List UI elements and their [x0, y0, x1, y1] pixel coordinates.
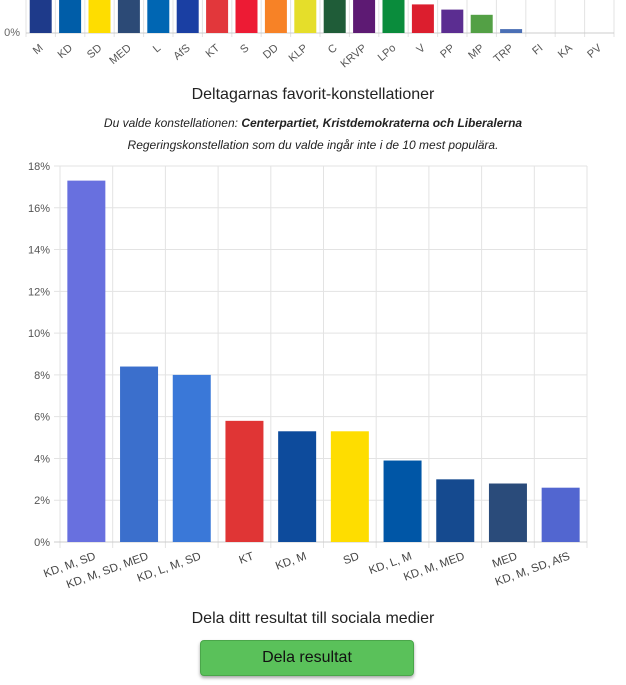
top-chart-tick-label: PP: [438, 42, 457, 61]
y-tick-label: 2%: [34, 495, 50, 507]
share-result-button[interactable]: Dela resultat: [200, 640, 414, 676]
top-chart-bar: [382, 0, 405, 33]
bar: [541, 487, 580, 542]
top-chart-tick-label: S: [238, 42, 251, 56]
y-tick-label: 12%: [28, 286, 50, 298]
top-chart-tick-label: L: [151, 42, 163, 55]
subtitle-prefix: Du valde konstellationen:: [103, 116, 242, 130]
top-chart-bar: [411, 4, 434, 34]
top-chart-tick-label: KT: [204, 42, 223, 60]
bar: [330, 431, 369, 542]
top-chart-tick-label: LPo: [376, 42, 399, 64]
y-tick-label: 6%: [34, 412, 50, 424]
top-chart-bar: [235, 0, 258, 33]
top-chart-tick-label: FI: [530, 42, 545, 57]
share-heading: Dela ditt resultat till sociala medier: [191, 610, 435, 627]
top-chart-tick-label: SD: [85, 42, 104, 61]
y-tick-label: 14%: [28, 245, 50, 257]
top-chart-tick-label: MED: [107, 42, 133, 67]
top-chart-bar: [176, 0, 199, 33]
top-chart-bar: [470, 14, 493, 34]
bar: [436, 479, 475, 542]
y-tick-label: 18%: [28, 161, 50, 173]
chart-subtitle: Du valde konstellationen: Centerpartiet,…: [0, 116, 626, 130]
bar: [172, 374, 211, 542]
top-chart-bar: [147, 0, 170, 33]
chart-title: Deltagarnas favorit-konstellationer: [191, 86, 435, 103]
y-tick-label: 10%: [28, 328, 50, 340]
top-chart-bar: [294, 0, 317, 33]
x-tick-label: MED: [491, 551, 519, 571]
bar: [488, 483, 527, 542]
y-tick-label: 8%: [34, 370, 50, 382]
top-chart-tick-label: KLP: [287, 42, 311, 65]
x-tick-label: KT: [238, 551, 256, 567]
bar: [120, 366, 159, 542]
top-chart-bar: [500, 29, 523, 33]
top-chart-tick-label: KA: [556, 42, 575, 61]
top-chart-zero-label: 0%: [4, 27, 20, 39]
bar: [278, 431, 317, 542]
top-chart-bar: [264, 0, 287, 33]
top-chart-tick-label: KRVP: [339, 42, 370, 70]
top-chart-bar: [353, 0, 376, 33]
top-chart-tick-label: V: [414, 42, 428, 56]
selected-constellation: Centerpartiet, Kristdemokraterna och Lib…: [241, 116, 523, 130]
y-tick-label: 0%: [34, 537, 50, 549]
chart-note: Regeringskonstellation som du valde ingå…: [127, 138, 499, 152]
bar: [67, 180, 106, 542]
top-chart-bar: [323, 0, 346, 33]
x-tick-label: KD, M, MED: [402, 551, 466, 584]
bar: [225, 420, 264, 542]
top-chart-bar: [88, 0, 111, 33]
top-chart-tick-label: MP: [466, 42, 486, 62]
top-chart-tick-label: KD: [56, 42, 75, 61]
y-tick-label: 16%: [28, 203, 50, 215]
x-tick-label: KD, M: [274, 551, 308, 573]
top-chart-bar: [59, 0, 82, 33]
top-chart-tick-label: AfS: [171, 42, 192, 63]
top-chart-bar: [29, 0, 52, 33]
top-chart-tick-label: TRP: [491, 42, 516, 65]
x-tick-label: SD: [342, 551, 361, 568]
top-chart-bar: [117, 0, 140, 33]
top-chart-tick-label: DD: [261, 42, 281, 61]
top-chart-tick-label: C: [326, 42, 340, 56]
top-chart-tick-label: PV: [585, 42, 604, 61]
top-chart-tick-label: M: [31, 42, 46, 57]
top-chart-bar: [441, 9, 464, 33]
top-chart-bar: [206, 0, 229, 33]
bar: [383, 460, 422, 542]
y-tick-label: 4%: [34, 453, 50, 465]
